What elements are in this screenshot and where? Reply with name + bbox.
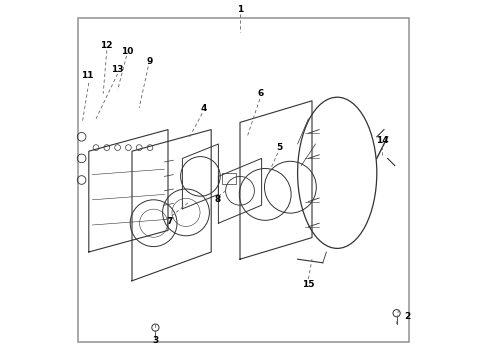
Text: 15: 15	[302, 280, 315, 289]
Text: 5: 5	[276, 143, 282, 152]
Text: 11: 11	[81, 71, 93, 80]
Text: 10: 10	[121, 47, 134, 56]
Text: 8: 8	[214, 194, 220, 204]
Text: 4: 4	[201, 104, 207, 113]
Text: 14: 14	[376, 136, 388, 145]
Text: 2: 2	[404, 312, 410, 321]
Text: 3: 3	[152, 336, 158, 345]
Text: 13: 13	[110, 65, 123, 74]
Text: 9: 9	[146, 57, 153, 66]
Text: 12: 12	[100, 41, 112, 50]
Text: 7: 7	[167, 217, 173, 226]
Text: 1: 1	[237, 5, 243, 14]
Text: 6: 6	[258, 89, 264, 98]
